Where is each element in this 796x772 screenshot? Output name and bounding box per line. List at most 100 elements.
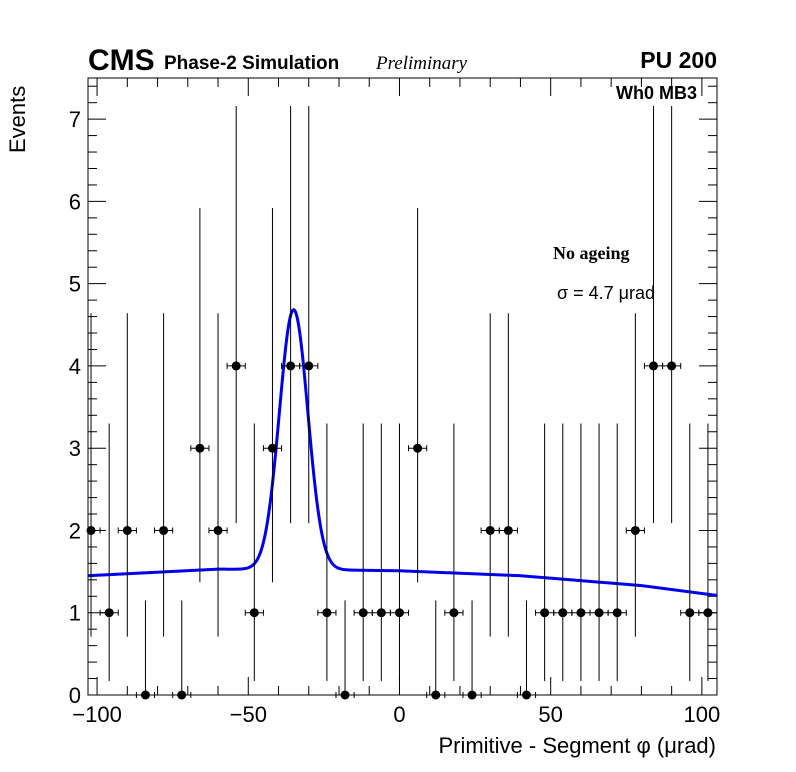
data-point-group xyxy=(698,423,718,682)
data-point-group xyxy=(516,600,537,700)
data-point xyxy=(340,690,350,700)
data-point xyxy=(267,443,277,453)
data-point xyxy=(159,525,169,535)
data-point-group xyxy=(553,423,573,682)
data-point-group xyxy=(571,423,591,682)
data-point xyxy=(122,525,132,535)
data-point xyxy=(521,690,531,700)
data-point-group xyxy=(426,600,446,700)
data-point xyxy=(685,608,695,618)
x-tick-label: −50 xyxy=(230,702,267,727)
data-point xyxy=(104,608,114,618)
data-point xyxy=(394,608,404,618)
data-point xyxy=(304,361,314,371)
data-point-group xyxy=(607,423,627,682)
data-point xyxy=(177,690,187,700)
data-point xyxy=(358,608,368,618)
x-axis: −100 −50 0 50 100 xyxy=(72,78,720,727)
y-tick-label: 1 xyxy=(69,601,81,626)
data-point xyxy=(140,690,150,700)
chart-header: CMS Phase-2 Simulation Preliminary PU 20… xyxy=(88,44,717,103)
y-tick-label: 2 xyxy=(69,518,81,543)
data-point-group xyxy=(625,313,645,637)
data-point xyxy=(413,443,423,453)
y-tick-label: 6 xyxy=(69,189,81,214)
data-point-group xyxy=(190,207,210,583)
data-point-group xyxy=(208,313,228,637)
data-point-group xyxy=(462,600,482,700)
experiment-label: CMS xyxy=(88,44,155,77)
data-point-group xyxy=(335,600,355,700)
plot-frame xyxy=(87,77,718,696)
data-point xyxy=(594,608,604,618)
data-point xyxy=(449,608,459,618)
fit-curve xyxy=(87,308,718,597)
data-point-group xyxy=(86,313,101,637)
data-point-group xyxy=(643,105,664,524)
data-point-group xyxy=(135,600,156,700)
data-point-group xyxy=(389,423,410,682)
data-point-group xyxy=(299,105,319,524)
data-point-group xyxy=(244,423,264,682)
data-point xyxy=(503,525,513,535)
data-point xyxy=(86,525,96,535)
y-tick-label: 7 xyxy=(69,107,81,132)
data-point-group xyxy=(535,423,555,682)
data-point xyxy=(213,525,223,535)
data-point xyxy=(703,608,713,618)
data-point-group xyxy=(154,313,174,637)
data-point-group xyxy=(99,423,119,682)
fit-annotations: No ageing σ = 4.7 μrad xyxy=(553,243,655,303)
data-point-group xyxy=(317,423,337,682)
data-point xyxy=(485,525,495,535)
x-tick-label: 100 xyxy=(684,702,721,727)
data-point xyxy=(195,443,205,453)
data-point xyxy=(630,525,640,535)
x-axis-title: Primitive - Segment φ (μrad) xyxy=(438,733,716,758)
data-point xyxy=(576,608,586,618)
data-point xyxy=(667,361,677,371)
ageing-label: No ageing xyxy=(553,243,630,263)
pileup-label: PU 200 xyxy=(640,47,717,73)
data-point xyxy=(467,690,477,700)
data-point xyxy=(558,608,568,618)
data-point-group xyxy=(589,423,609,682)
y-axis-title: Events xyxy=(5,86,30,153)
data-point xyxy=(612,608,622,618)
x-tick-label: −100 xyxy=(72,702,122,727)
data-point xyxy=(249,608,259,618)
sigma-label: σ = 4.7 μrad xyxy=(557,283,655,303)
data-point-group xyxy=(117,313,137,637)
data-point-group xyxy=(353,423,373,682)
data-point xyxy=(648,361,658,371)
data-point-group xyxy=(498,313,518,637)
chamber-label: Wh0 MB3 xyxy=(616,83,697,103)
y-tick-label: 4 xyxy=(69,354,81,379)
data-point xyxy=(286,361,296,371)
data-point xyxy=(322,608,332,618)
data-point-group xyxy=(226,105,246,524)
data-point-group xyxy=(680,423,700,682)
data-point-group xyxy=(172,600,192,700)
data-point xyxy=(231,361,241,371)
preliminary-label: Preliminary xyxy=(375,53,468,74)
fit-curve-layer xyxy=(87,308,718,597)
y-tick-label: 5 xyxy=(69,272,81,297)
data-point-group xyxy=(371,423,391,682)
data-point-group xyxy=(262,207,283,583)
data-point-group xyxy=(480,313,500,637)
plot-border xyxy=(87,77,718,696)
y-tick-label: 0 xyxy=(69,683,81,708)
data-points-layer xyxy=(86,105,718,700)
x-tick-label: 0 xyxy=(393,702,405,727)
data-point xyxy=(376,608,386,618)
data-point xyxy=(540,608,550,618)
y-axis: 0 1 2 3 4 5 6 7 xyxy=(69,85,717,708)
data-point-group xyxy=(408,207,428,583)
data-point xyxy=(431,690,441,700)
y-tick-label: 3 xyxy=(69,436,81,461)
x-tick-label: 50 xyxy=(538,702,562,727)
data-point-group xyxy=(662,105,682,524)
data-point-group xyxy=(444,423,464,682)
